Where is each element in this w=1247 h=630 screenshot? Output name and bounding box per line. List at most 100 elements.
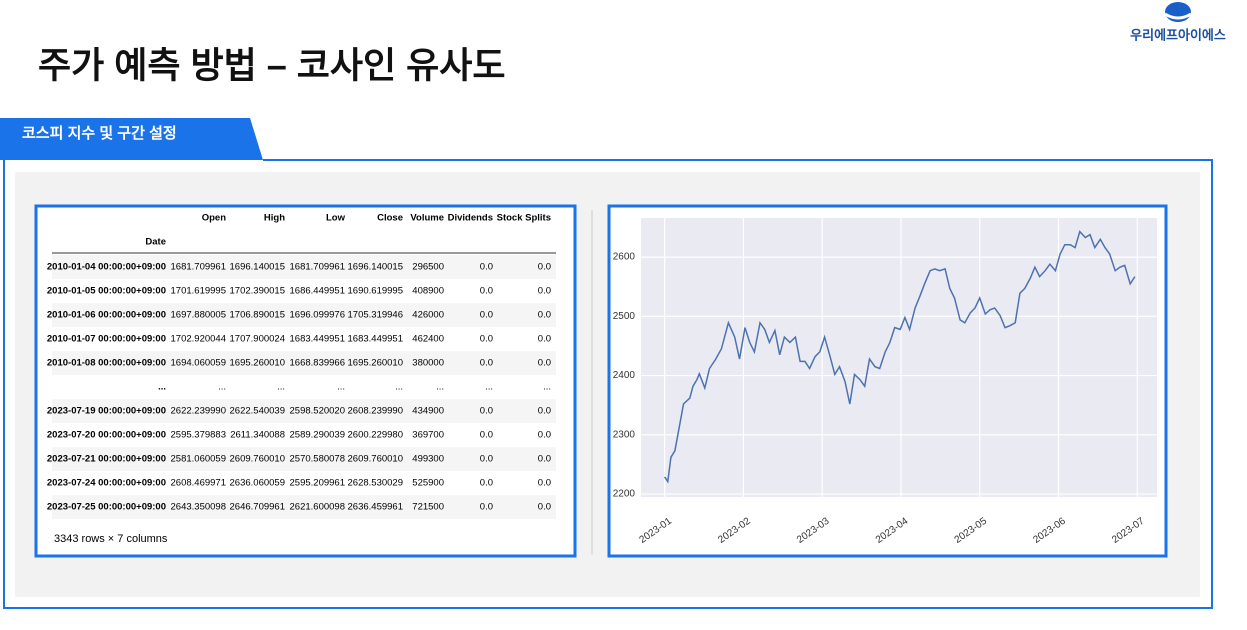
table-cell: ...	[337, 382, 345, 393]
y-tick-label: 2500	[613, 311, 636, 322]
row-index: 2023-07-25 00:00:00+09:00	[47, 502, 166, 513]
slide-title: 주가 예측 방법 – 코사인 유사도	[38, 45, 505, 86]
table-cell: 1683.449951	[290, 334, 345, 345]
index-name: Date	[145, 237, 166, 248]
table-cell: 1690.619995	[348, 286, 403, 297]
table-cell: ...	[277, 382, 285, 393]
row-index: 2010-01-05 00:00:00+09:00	[47, 286, 166, 297]
table-cell: 1706.890015	[230, 310, 285, 321]
table-cell: 0.0	[480, 310, 493, 321]
table-cell: 2595.209961	[290, 478, 345, 489]
table-cell: 2595.379883	[171, 430, 226, 441]
section-tab	[0, 118, 263, 160]
table-cell: 2609.760010	[348, 454, 403, 465]
table-cell: 0.0	[538, 358, 551, 369]
row-index: 2010-01-04 00:00:00+09:00	[47, 262, 166, 273]
table-cell: 2608.239990	[348, 406, 403, 417]
table-cell: 0.0	[538, 430, 551, 441]
table-cell: 1696.140015	[348, 262, 403, 273]
table-cell: 1694.060059	[171, 358, 226, 369]
table-cell: ...	[543, 382, 551, 393]
table-cell: 2611.340088	[230, 430, 285, 441]
price-line	[663, 230, 1136, 484]
column-header: Stock Splits	[497, 213, 551, 224]
plot-bg	[641, 218, 1157, 497]
table-cell: 0.0	[480, 454, 493, 465]
table-cell: 296500	[412, 262, 444, 273]
row-stripe	[52, 447, 556, 471]
row-index: 2023-07-19 00:00:00+09:00	[47, 406, 166, 417]
table-cell: 1681.709961	[171, 262, 226, 273]
table-cell: 2621.600098	[290, 502, 345, 513]
table-footer: 3343 rows × 7 columns	[54, 533, 168, 545]
table-cell: 2608.469971	[171, 478, 226, 489]
table-cell: 0.0	[538, 334, 551, 345]
section-label: 코스피 지수 및 구간 설정	[22, 124, 177, 142]
table-cell: 0.0	[538, 286, 551, 297]
table-cell: ...	[436, 382, 444, 393]
logo-text: 우리에프아이에스	[1130, 27, 1226, 42]
table-cell: 2598.520020	[290, 406, 345, 417]
table-cell: 2609.760010	[230, 454, 285, 465]
table-cell: 426000	[412, 310, 444, 321]
table-cell: 0.0	[538, 454, 551, 465]
table-cell: 721500	[412, 502, 444, 513]
column-header: High	[264, 213, 285, 224]
row-index: 2023-07-21 00:00:00+09:00	[47, 454, 166, 465]
table-cell: 2646.709961	[230, 502, 285, 513]
table-cell: 2628.530029	[348, 478, 403, 489]
table-cell: 1695.260010	[348, 358, 403, 369]
table-cell: ...	[218, 382, 226, 393]
table-cell: 1707.900024	[230, 334, 285, 345]
table-cell: 0.0	[480, 406, 493, 417]
table-cell: 1701.619995	[171, 286, 226, 297]
row-stripe	[52, 351, 556, 375]
table-cell: 0.0	[480, 502, 493, 513]
y-tick-label: 2200	[613, 489, 636, 500]
table-cell: 0.0	[480, 334, 493, 345]
y-tick-label: 2600	[613, 252, 636, 263]
table-cell: 408900	[412, 286, 444, 297]
column-header: Open	[202, 213, 226, 224]
table-cell: 1705.319946	[348, 310, 403, 321]
row-index: 2010-01-06 00:00:00+09:00	[47, 310, 166, 321]
table-cell: 1668.839966	[290, 358, 345, 369]
table-cell: 0.0	[480, 478, 493, 489]
content-frame	[3, 159, 1213, 609]
table-cell: 434900	[412, 406, 444, 417]
table-cell: 1697.880005	[171, 310, 226, 321]
table-cell: 0.0	[480, 286, 493, 297]
row-index: 2023-07-20 00:00:00+09:00	[47, 430, 166, 441]
table-cell: ...	[485, 382, 493, 393]
table-cell: 1695.260010	[230, 358, 285, 369]
table-cell: 1681.709961	[290, 262, 345, 273]
table-cell: 2643.350098	[171, 502, 226, 513]
y-tick-label: 2400	[613, 370, 636, 381]
table-cell: 1683.449951	[348, 334, 403, 345]
row-stripe	[52, 399, 556, 423]
table-cell: 369700	[412, 430, 444, 441]
column-header: Dividends	[448, 213, 493, 224]
table-cell: 0.0	[538, 478, 551, 489]
table-cell: 0.0	[538, 502, 551, 513]
table-cell: 2600.229980	[348, 430, 403, 441]
table-cell: 2622.239990	[171, 406, 226, 417]
table-cell: 0.0	[480, 358, 493, 369]
table-cell: 0.0	[538, 262, 551, 273]
table-cell: 0.0	[538, 406, 551, 417]
table-cell: 2636.060059	[230, 478, 285, 489]
row-stripe	[52, 255, 556, 279]
table-cell: 499300	[412, 454, 444, 465]
table-cell: ...	[395, 382, 403, 393]
table-cell: 2636.459961	[348, 502, 403, 513]
table-cell: 1702.390015	[230, 286, 285, 297]
row-index: ...	[158, 382, 166, 393]
table-cell: 0.0	[480, 430, 493, 441]
table-cell: 2589.290039	[290, 430, 345, 441]
table-cell: 1696.140015	[230, 262, 285, 273]
table-cell: 0.0	[538, 310, 551, 321]
row-stripe	[52, 495, 556, 519]
row-index: 2010-01-07 00:00:00+09:00	[47, 334, 166, 345]
y-tick-label: 2300	[613, 429, 636, 440]
